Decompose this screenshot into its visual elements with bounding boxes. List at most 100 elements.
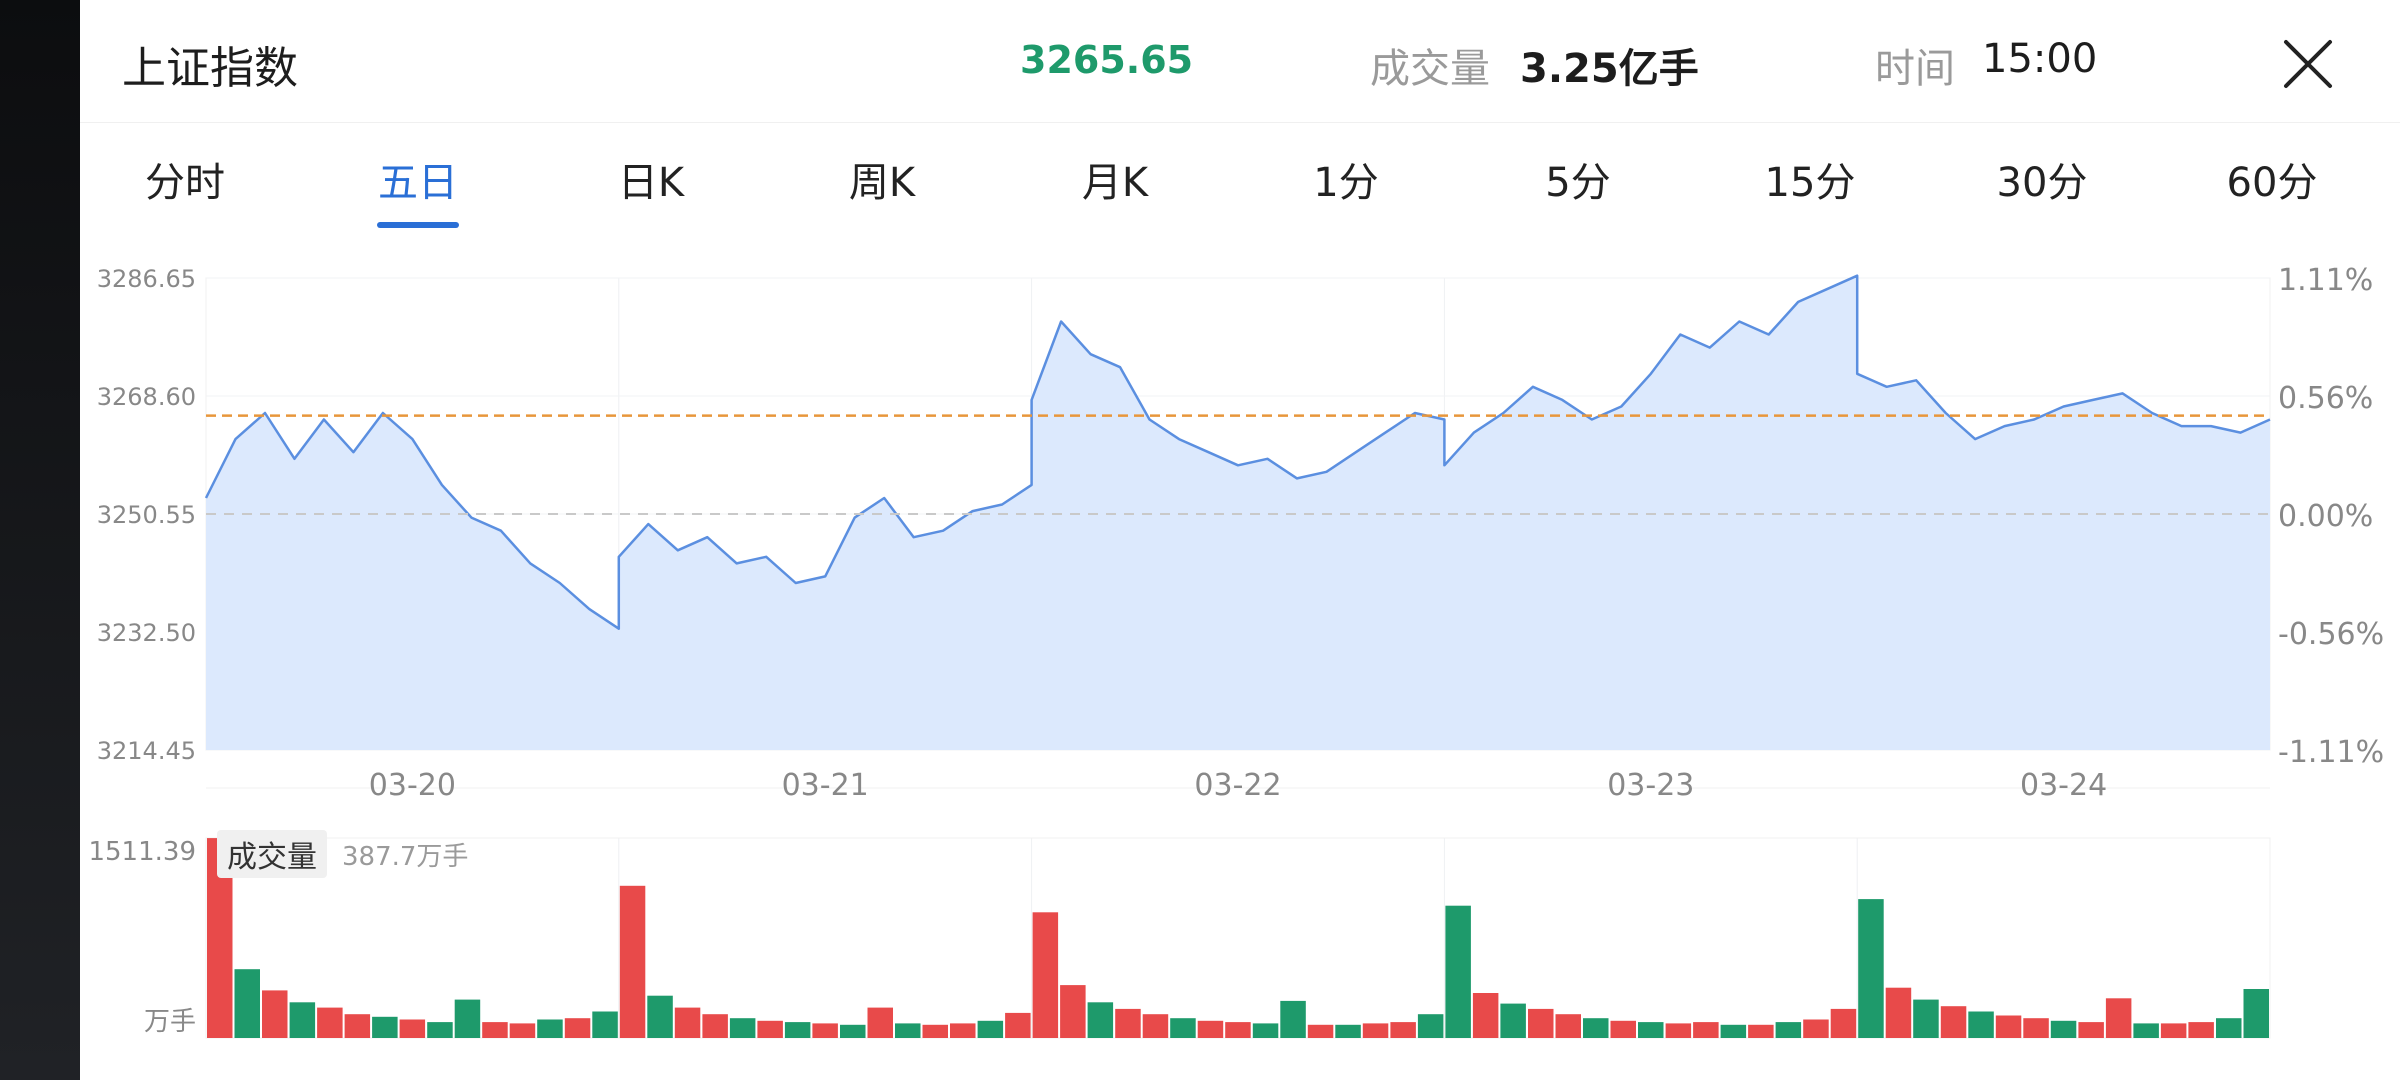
- volume-bar: [977, 1020, 1004, 1038]
- volume-bar: [1197, 1020, 1224, 1038]
- tab-5min[interactable]: 5分: [1545, 160, 1611, 206]
- y-left-tick: 3268.60: [97, 383, 196, 411]
- screen-edge: [0, 0, 80, 1080]
- volume-bar: [1142, 1014, 1169, 1038]
- volume-bar: [950, 1023, 976, 1038]
- volume-bar: [1060, 985, 1086, 1038]
- volume-bar: [454, 999, 481, 1038]
- volume-bar: [1417, 1014, 1444, 1038]
- volume-bar: [1885, 987, 1912, 1038]
- volume-bar: [702, 1014, 728, 1038]
- volume-bar: [1803, 1019, 1829, 1038]
- price-line: [204, 274, 2271, 630]
- index-title: 上证指数: [122, 43, 298, 94]
- five-day-chart: 3286.65 3268.60 3250.55 3232.50 3214.45 1.11%…: [80, 250, 2400, 1080]
- volume-sub-value: 387.7万手: [342, 842, 469, 872]
- volume-bar: [1087, 1002, 1114, 1038]
- volume-value: 3.25亿手: [1520, 46, 1699, 92]
- x-axis-label: 03-22: [1194, 768, 1281, 803]
- y-left-tick: 3214.45: [97, 737, 196, 765]
- volume-bar: [2188, 1022, 2214, 1038]
- volume-bar: [1913, 999, 1939, 1038]
- close-button[interactable]: [2280, 36, 2336, 92]
- volume-bar: [1032, 912, 1059, 1038]
- x-axis-label: 03-20: [369, 768, 456, 803]
- volume-bar: [1583, 1018, 1609, 1038]
- tab-1min[interactable]: 1分: [1313, 160, 1379, 206]
- period-tabs: 分时 五日 日K 周K 月K 1分 5分 15分 30分 60分: [80, 124, 2400, 234]
- volume-bar: [1307, 1024, 1334, 1038]
- volume-bar: [537, 1019, 563, 1038]
- volume-bar: [1252, 1023, 1279, 1038]
- volume-label: 成交量: [1370, 46, 1490, 92]
- tab-15min[interactable]: 15分: [1764, 160, 1856, 206]
- volume-bar: [647, 995, 673, 1038]
- volume-bar: [482, 1022, 508, 1038]
- volume-bar: [2243, 989, 2269, 1038]
- volume-bar: [592, 1011, 618, 1038]
- volume-bar: [729, 1018, 756, 1038]
- tab-monthly-k[interactable]: 月K: [1081, 160, 1149, 206]
- tab-60min[interactable]: 60分: [2226, 160, 2318, 206]
- volume-bar: [317, 1007, 343, 1038]
- volume-bar: [1528, 1008, 1554, 1038]
- volume-bar: [2023, 1018, 2049, 1038]
- tab-daily-k[interactable]: 日K: [617, 160, 685, 206]
- price-area: [206, 275, 2270, 750]
- volume-bar: [372, 1016, 398, 1038]
- volume-bar: [1445, 905, 1471, 1038]
- y-right-tick: -0.56%: [2278, 617, 2384, 652]
- volume-bar: [1693, 1022, 1719, 1038]
- x-axis-label: 03-24: [2020, 768, 2107, 803]
- tab-five-day[interactable]: 五日: [328, 150, 508, 228]
- header-bar: 上证指数 3265.65 成交量 3.25亿手 时间 15:00: [80, 0, 2400, 123]
- volume-bar: [564, 1018, 591, 1038]
- time-value: 15:00: [1982, 36, 2098, 82]
- volume-bar: [1362, 1023, 1389, 1038]
- volume-bar: [1610, 1020, 1636, 1038]
- tab-weekly-k[interactable]: 周K: [848, 160, 916, 206]
- volume-bar: [1115, 1008, 1141, 1038]
- volume-tag: 成交量: [217, 830, 327, 878]
- volume-bar: [1638, 1022, 1664, 1038]
- y-right-tick: -1.11%: [2278, 735, 2384, 770]
- close-icon: [2284, 40, 2332, 88]
- volume-bar: [1665, 1023, 1692, 1038]
- volume-bar: [509, 1023, 536, 1038]
- volume-unit-label: 万手: [144, 1007, 196, 1037]
- volume-bar: [1555, 1014, 1581, 1038]
- chart-svg: 3286.65 3268.60 3250.55 3232.50 3214.45 1.11%…: [88, 263, 2384, 1039]
- volume-bar: [784, 1022, 811, 1038]
- active-tab-indicator: [377, 222, 459, 228]
- volume-bar: [289, 1002, 316, 1038]
- volume-bar: [1968, 1011, 1994, 1038]
- volume-bar: [1280, 1000, 1306, 1038]
- volume-bar: [2216, 1018, 2242, 1038]
- volume-bar: [2105, 998, 2132, 1038]
- volume-max-label: 1511.39: [88, 837, 196, 867]
- volume-bar: [757, 1020, 783, 1038]
- volume-bar: [619, 885, 646, 1038]
- volume-bar: [1775, 1022, 1802, 1038]
- x-axis-label: 03-23: [1607, 768, 1694, 803]
- x-axis-label: 03-21: [782, 768, 869, 803]
- volume-bar: [1940, 1006, 1967, 1038]
- tab-intraday[interactable]: 分时: [145, 160, 225, 206]
- volume-bar: [895, 1023, 921, 1038]
- volume-bar: [427, 1022, 453, 1038]
- volume-bar: [840, 1024, 866, 1038]
- volume-bar: [399, 1019, 426, 1038]
- volume-bar: [1472, 993, 1499, 1038]
- tab-30min[interactable]: 30分: [1996, 160, 2088, 206]
- volume-bar: [1335, 1024, 1361, 1038]
- volume-bar: [1500, 1003, 1526, 1038]
- y-right-tick: 1.11%: [2278, 263, 2373, 298]
- y-right-tick: 0.56%: [2278, 381, 2373, 416]
- volume-bar: [344, 1014, 371, 1038]
- volume-bar: [1858, 899, 1884, 1038]
- volume-bar: [812, 1023, 838, 1038]
- y-left-tick: 3286.65: [97, 265, 196, 293]
- y-right-tick: 0.00%: [2278, 499, 2373, 534]
- chart-panel: 上证指数 3265.65 成交量 3.25亿手 时间 15:00 分时 五日 日…: [80, 0, 2400, 1080]
- volume-bar: [2050, 1020, 2077, 1038]
